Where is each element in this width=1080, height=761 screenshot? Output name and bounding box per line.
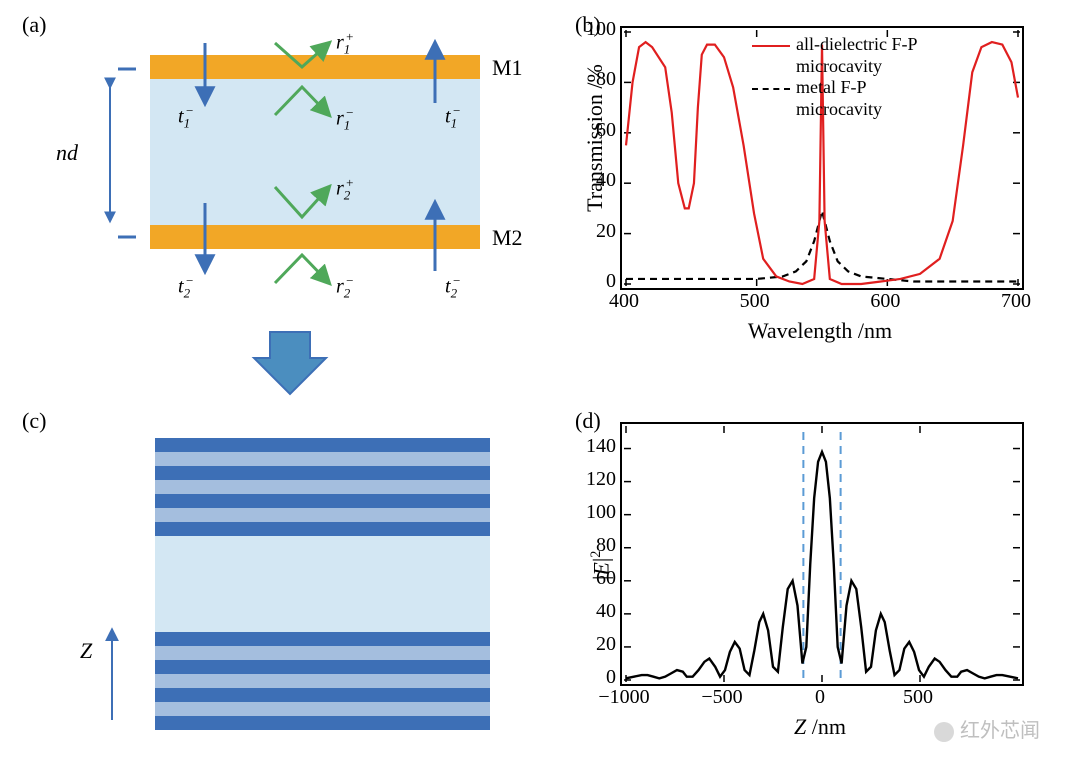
panel-c-diagram: Z bbox=[40, 420, 520, 740]
dbr-layer bbox=[155, 674, 490, 688]
sym-t1-left: t1− bbox=[178, 103, 194, 132]
dbr-layer bbox=[155, 452, 490, 466]
panel-b-xtick: 700 bbox=[994, 290, 1038, 313]
panel-b-ytick: 100 bbox=[578, 18, 616, 41]
panel-b-ytick: 80 bbox=[578, 68, 616, 91]
panel-d-ytick: 140 bbox=[574, 435, 616, 458]
panel-d-ytick: 120 bbox=[574, 468, 616, 491]
panel-d-ytick: 20 bbox=[574, 633, 616, 656]
dbr-layer bbox=[155, 480, 490, 494]
arrow-r1p bbox=[275, 43, 329, 67]
panel-d-svg bbox=[622, 424, 1022, 684]
panel-b-xtick: 400 bbox=[602, 290, 646, 313]
legend-item-1b: microcavity bbox=[752, 56, 917, 78]
watermark: 红外芯闻 bbox=[934, 714, 1040, 743]
sym-r1p: r1+ bbox=[336, 29, 354, 58]
dbr-layer bbox=[155, 646, 490, 660]
panel-c-z-arrow bbox=[40, 420, 160, 740]
mirror1-label: M1 bbox=[492, 55, 523, 81]
panel-d-ytick: 100 bbox=[574, 501, 616, 524]
dbr-layer bbox=[155, 632, 490, 646]
dbr-layer bbox=[155, 466, 490, 480]
panel-a-arrows bbox=[40, 25, 520, 315]
sym-t2-left: t2− bbox=[178, 273, 194, 302]
panel-b-xtick: 500 bbox=[733, 290, 777, 313]
panel-a-diagram: M1 M2 nd t1− t1− t2− t2− r1+ r1− r2+ r2− bbox=[40, 25, 520, 315]
panel-d-ytick: 60 bbox=[574, 567, 616, 590]
dbr-layer bbox=[155, 522, 490, 536]
sym-r2m: r2− bbox=[336, 273, 354, 302]
arrow-r2p bbox=[275, 187, 329, 217]
panel-b-ytick: 40 bbox=[578, 169, 616, 192]
panel-b-chart: all-dielectric F-P microcavity metal F-P… bbox=[620, 26, 1024, 290]
legend-item-1: all-dielectric F-P bbox=[752, 34, 917, 56]
sym-r1m: r1− bbox=[336, 105, 354, 134]
panel-d-ytick: 80 bbox=[574, 534, 616, 557]
panel-d-xtick: 0 bbox=[786, 686, 854, 709]
panel-b-xlabel: Wavelength /nm bbox=[720, 318, 920, 344]
panel-d-xtick: 500 bbox=[884, 686, 952, 709]
watermark-icon bbox=[934, 722, 954, 742]
nd-label: nd bbox=[56, 140, 78, 166]
dbr-layer bbox=[155, 702, 490, 716]
panel-b-ytick: 0 bbox=[578, 270, 616, 293]
arrow-r2m bbox=[275, 255, 329, 283]
figure-root: (a) bbox=[0, 0, 1080, 761]
panel-c-z-label: Z bbox=[80, 638, 92, 664]
sym-t2-right: t2− bbox=[445, 273, 461, 302]
panel-b-ytick: 60 bbox=[578, 119, 616, 142]
sym-t1-right: t1− bbox=[445, 103, 461, 132]
dbr-layer bbox=[155, 716, 490, 730]
panel-d-xtick: −500 bbox=[688, 686, 756, 709]
dbr-layer bbox=[155, 508, 490, 522]
panel-d-xtick: −1000 bbox=[590, 686, 658, 709]
dbr-layer bbox=[155, 536, 490, 632]
panel-b-ytick: 20 bbox=[578, 220, 616, 243]
dbr-layer bbox=[155, 494, 490, 508]
panel-b-xtick: 600 bbox=[863, 290, 907, 313]
dbr-layer bbox=[155, 438, 490, 452]
big-arrow-icon bbox=[250, 328, 330, 400]
panel-b-legend: all-dielectric F-P microcavity metal F-P… bbox=[752, 34, 917, 120]
legend-item-2: metal F-P bbox=[752, 77, 917, 99]
mirror2-label: M2 bbox=[492, 225, 523, 251]
dbr-layer bbox=[155, 660, 490, 674]
arrow-r1m bbox=[275, 87, 329, 115]
panel-d-ytick: 40 bbox=[574, 600, 616, 623]
panel-d-ytick: 0 bbox=[574, 666, 616, 689]
legend-item-2b: microcavity bbox=[752, 99, 917, 121]
dbr-layer bbox=[155, 688, 490, 702]
sym-r2p: r2+ bbox=[336, 175, 354, 204]
panel-d-label: (d) bbox=[575, 408, 601, 434]
panel-d-chart bbox=[620, 422, 1024, 686]
panel-d-xlabel: Z /nm bbox=[740, 714, 900, 740]
